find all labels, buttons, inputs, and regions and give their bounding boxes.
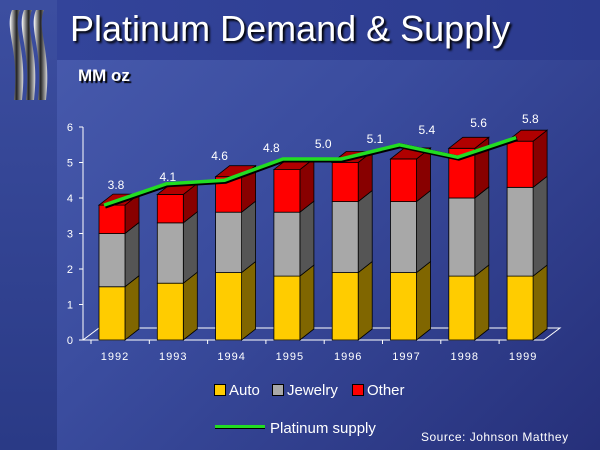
bar-auto	[273, 275, 301, 341]
x-tick-label: 1995	[276, 351, 304, 363]
bar-auto	[506, 275, 534, 341]
x-tick-label: 1996	[334, 351, 362, 363]
bar-side-auto	[241, 260, 257, 341]
bar-jewelry	[98, 233, 126, 288]
legend-label: Jewelry	[287, 382, 338, 399]
x-tick-label: 1997	[392, 351, 420, 363]
legend-label: Platinum supply	[270, 420, 376, 437]
data-label: 4.8	[263, 141, 280, 155]
bar-auto	[98, 286, 126, 341]
legend-swatch-jewelry	[272, 384, 284, 396]
bar-side-jewelry	[416, 189, 431, 274]
data-label: 3.8	[108, 178, 125, 192]
legend-auto: Auto	[214, 382, 260, 399]
bar-auto	[156, 282, 184, 341]
y-tick-label: 6	[67, 122, 73, 134]
x-tick-label: 1999	[509, 351, 537, 363]
legend-other: Other	[352, 382, 405, 399]
legend-line-supply	[215, 425, 265, 429]
data-label: 5.0	[315, 137, 332, 151]
data-label: 5.8	[522, 112, 539, 126]
bar-other	[331, 162, 359, 202]
bar-other	[506, 140, 534, 188]
chart-floor	[81, 327, 562, 341]
legend-swatch-other	[352, 384, 364, 396]
bar-auto	[215, 272, 243, 341]
bar-side-jewelry	[182, 211, 198, 285]
bar-jewelry	[390, 201, 417, 273]
bar-other	[98, 204, 126, 234]
bar-other	[273, 169, 301, 213]
data-label: 4.1	[159, 170, 176, 184]
bar-jewelry	[506, 186, 534, 277]
bar-jewelry	[273, 211, 301, 277]
bar-side-auto	[532, 264, 548, 341]
bar-side-jewelry	[474, 186, 490, 277]
company-logo	[9, 10, 48, 100]
bar-side-jewelry	[357, 189, 373, 274]
y-tick-label: 4	[67, 193, 73, 205]
bar-other	[156, 194, 184, 224]
source-note: Source: Johnson Matthey	[421, 430, 569, 444]
bar-side-jewelry	[532, 175, 548, 277]
x-tick-label: 1992	[101, 351, 129, 363]
bar-auto	[448, 275, 476, 341]
bar-jewelry	[331, 201, 359, 273]
y-tick-label: 0	[67, 335, 73, 347]
page-title: Platinum Demand & Supply	[70, 8, 511, 49]
supply-line	[103, 135, 517, 207]
bar-side-auto	[357, 260, 373, 341]
bar-jewelry	[215, 211, 243, 273]
bar-top	[505, 129, 549, 142]
legend-label: Auto	[229, 382, 260, 399]
y-tick-label: 5	[67, 158, 73, 170]
data-label: 5.1	[367, 132, 384, 146]
x-tick-label: 1998	[451, 351, 479, 363]
y-tick-label: 1	[67, 300, 73, 312]
bar-other	[390, 158, 417, 202]
title-band	[57, 0, 600, 60]
y-tick-label: 3	[67, 229, 73, 241]
bar-side-auto	[182, 271, 198, 341]
bar-side-auto	[474, 264, 490, 341]
bar-jewelry	[448, 197, 476, 277]
bar-top	[447, 136, 490, 149]
legend-supply: Platinum supply	[215, 420, 376, 437]
data-label: 4.6	[211, 149, 228, 163]
unit-label: MM oz	[78, 66, 130, 85]
y-tick-label: 2	[67, 264, 73, 276]
legend-jewelry: Jewelry	[272, 382, 338, 399]
x-tick-label: 1993	[159, 351, 187, 363]
bar-auto	[390, 272, 417, 341]
data-label: 5.6	[470, 116, 487, 130]
bar-jewelry	[156, 222, 184, 284]
bar-side-jewelry	[299, 200, 315, 277]
bar-side-jewelry	[241, 200, 257, 274]
bar-side-auto	[299, 264, 315, 341]
x-tick-label: 1994	[217, 351, 245, 363]
data-label: 5.4	[418, 123, 435, 137]
legend-swatch-auto	[214, 384, 226, 396]
legend-label: Other	[367, 382, 405, 399]
bar-auto	[331, 272, 359, 341]
bar-side-auto	[416, 260, 431, 341]
